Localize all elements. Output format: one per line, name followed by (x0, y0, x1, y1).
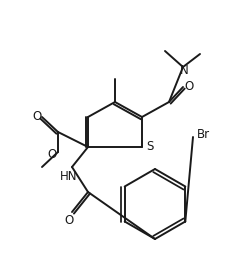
Text: O: O (32, 109, 42, 122)
Text: S: S (146, 139, 154, 152)
Text: Br: Br (196, 128, 210, 141)
Text: O: O (184, 80, 194, 93)
Text: O: O (47, 148, 57, 161)
Text: HN: HN (60, 169, 78, 182)
Text: O: O (64, 214, 74, 227)
Text: N: N (180, 63, 188, 76)
